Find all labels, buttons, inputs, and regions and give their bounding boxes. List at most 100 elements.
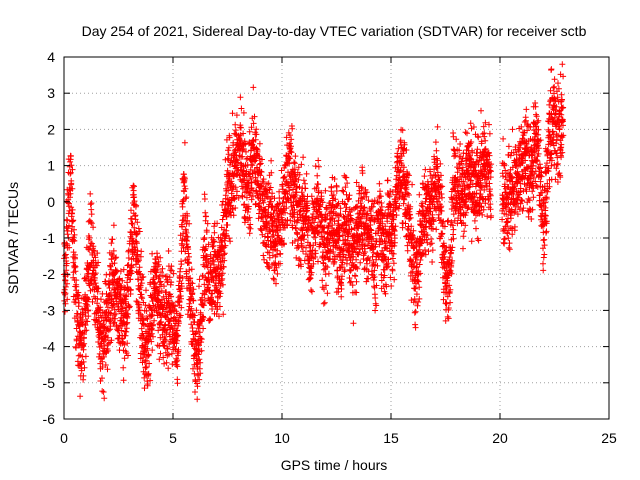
data-point — [136, 264, 143, 271]
data-point — [85, 296, 92, 303]
data-point — [159, 265, 166, 272]
data-point — [85, 313, 92, 320]
data-point — [165, 351, 172, 358]
data-point — [140, 332, 147, 339]
data-point — [100, 353, 107, 360]
data-point — [87, 262, 94, 269]
data-point — [191, 336, 198, 343]
data-point — [231, 196, 238, 203]
data-point — [99, 358, 106, 365]
data-point — [104, 366, 111, 373]
data-point — [217, 290, 224, 297]
data-point — [66, 244, 73, 251]
data-point — [239, 193, 246, 200]
data-point — [83, 327, 90, 334]
data-point — [174, 357, 181, 364]
data-point — [74, 310, 81, 317]
data-point — [246, 224, 253, 231]
data-point — [165, 297, 172, 304]
data-point — [87, 190, 94, 197]
data-point — [211, 229, 218, 236]
data-point — [202, 209, 209, 216]
data-point — [143, 315, 150, 322]
data-point — [135, 276, 142, 283]
data-point — [221, 250, 228, 257]
data-point — [132, 203, 139, 210]
data-point — [71, 231, 78, 238]
data-point — [73, 344, 79, 351]
data-point — [133, 298, 140, 305]
data-point — [91, 275, 98, 281]
data-point — [123, 293, 130, 300]
data-point — [142, 302, 149, 309]
data-point — [108, 240, 115, 247]
y-tick-label: -5 — [43, 375, 56, 391]
data-point — [101, 342, 108, 349]
data-point — [133, 231, 140, 238]
data-point — [138, 277, 145, 283]
data-point — [177, 293, 184, 299]
data-point — [128, 264, 135, 271]
data-point — [225, 187, 232, 194]
data-point — [76, 299, 82, 306]
data-point — [190, 286, 197, 293]
data-point — [134, 219, 141, 226]
data-point — [168, 293, 175, 300]
data-point — [196, 283, 202, 290]
data-point — [62, 308, 68, 315]
data-point — [86, 234, 93, 241]
data-point — [122, 307, 129, 314]
data-point — [121, 355, 128, 362]
data-point — [149, 327, 156, 333]
data-point — [107, 310, 114, 317]
data-point — [181, 175, 188, 182]
data-point — [87, 219, 94, 226]
data-point — [64, 217, 71, 224]
data-point — [92, 270, 99, 277]
data-point — [211, 238, 218, 245]
data-point — [80, 358, 87, 365]
data-point — [134, 251, 141, 258]
data-point — [174, 337, 181, 344]
data-point — [106, 285, 113, 291]
data-point — [189, 290, 196, 297]
data-point — [104, 304, 111, 311]
data-point — [246, 230, 253, 237]
data-point — [138, 280, 145, 287]
data-point — [145, 370, 152, 377]
data-point — [101, 395, 108, 402]
data-point — [234, 188, 240, 195]
data-point — [69, 166, 76, 173]
data-point — [187, 275, 194, 282]
data-point — [71, 226, 77, 233]
data-point — [208, 294, 215, 301]
data-point — [124, 315, 131, 321]
data-point — [105, 347, 111, 354]
data-point — [209, 243, 216, 250]
data-point — [97, 304, 104, 311]
data-point — [99, 388, 106, 395]
data-point — [178, 304, 185, 311]
data-point — [137, 253, 144, 260]
data-point — [112, 310, 119, 317]
data-point — [143, 364, 150, 370]
data-point — [120, 364, 127, 371]
data-point — [191, 312, 198, 319]
data-point — [245, 203, 252, 210]
data-point — [141, 374, 148, 381]
data-point — [78, 367, 85, 374]
data-point — [88, 277, 95, 284]
data-point — [92, 280, 99, 287]
data-point — [186, 220, 193, 227]
data-point — [65, 225, 71, 232]
y-tick-label: -3 — [43, 302, 56, 318]
data-point — [138, 325, 145, 332]
data-point — [127, 276, 134, 283]
data-point — [229, 110, 236, 117]
x-tick-label: 15 — [383, 430, 399, 446]
data-point — [144, 316, 151, 322]
data-point — [128, 215, 135, 222]
data-point — [77, 393, 84, 400]
data-point — [104, 334, 111, 341]
data-point — [121, 341, 128, 348]
